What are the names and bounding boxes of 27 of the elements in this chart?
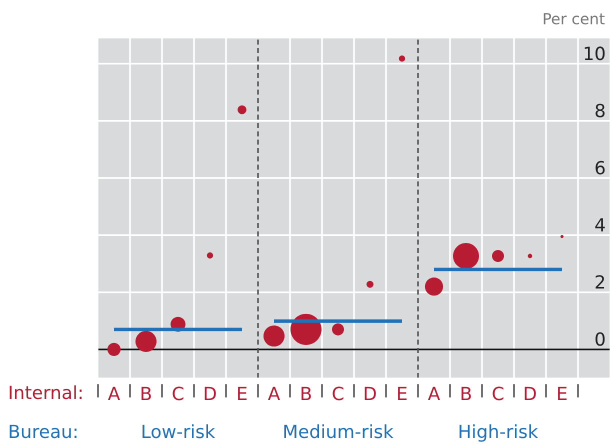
text: Medium-risk xyxy=(284,424,394,438)
text: High-risk xyxy=(460,424,538,442)
x-tick-label: B xyxy=(142,386,151,400)
x-tick-label: D xyxy=(364,386,376,400)
y-tick-label: 10 xyxy=(584,46,605,60)
x-tick-label: A xyxy=(428,386,440,400)
x-tick-label: E xyxy=(398,386,407,400)
x-tick-label: E xyxy=(238,386,247,400)
x-tick-label: C xyxy=(492,386,504,400)
x-tick-label: E xyxy=(558,386,567,400)
y-tick-label: 2 xyxy=(596,275,604,289)
x-tick-label: C xyxy=(172,386,184,400)
x-tick-label: C xyxy=(332,386,344,400)
y-axis-title: Per cent xyxy=(544,13,605,24)
x-tick-label: D xyxy=(524,386,536,400)
x-tick-label: A xyxy=(268,386,280,400)
x-tick-label: B xyxy=(462,386,471,400)
x-axis-title: Internal: xyxy=(10,385,82,400)
x-tick-label: D xyxy=(204,386,216,400)
y-tick-label: 8 xyxy=(596,104,605,118)
x-tick-label: A xyxy=(108,386,120,400)
text: Bureau: xyxy=(10,424,76,438)
x-tick-label: B xyxy=(302,386,311,400)
y-tick-label: 0 xyxy=(596,332,605,346)
y-tick-label: 4 xyxy=(595,218,605,232)
text: Low-risk xyxy=(142,424,216,438)
y-tick-label: 6 xyxy=(596,160,605,174)
